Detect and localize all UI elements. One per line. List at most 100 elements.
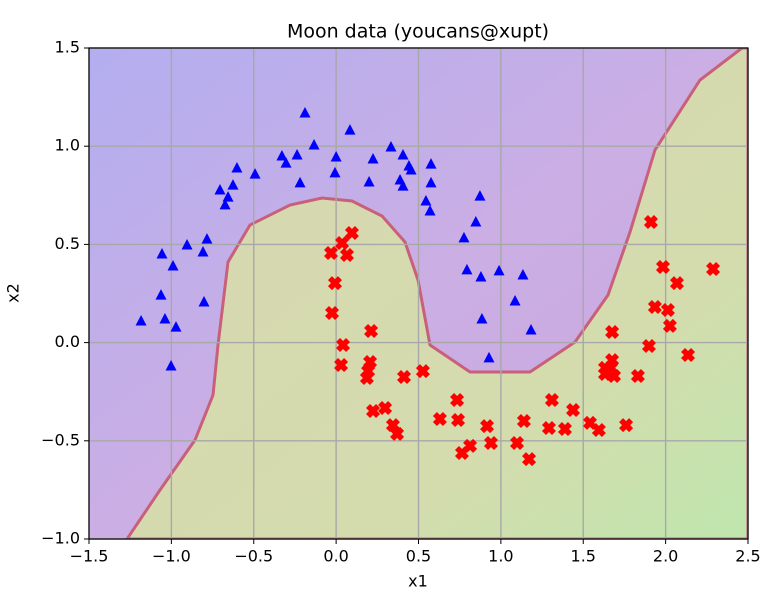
y-tick-label: 0.5 <box>55 234 80 253</box>
point <box>198 295 210 307</box>
point <box>405 163 417 175</box>
point <box>219 198 231 210</box>
point <box>330 151 342 162</box>
point <box>324 246 339 261</box>
point <box>335 236 350 251</box>
point <box>214 183 226 195</box>
point <box>516 413 531 428</box>
point <box>156 248 168 259</box>
point <box>155 289 167 300</box>
point <box>359 370 374 385</box>
point <box>231 162 243 173</box>
point <box>364 324 379 339</box>
point <box>458 231 470 243</box>
point <box>605 324 620 339</box>
y-tick-label: −0.5 <box>41 430 80 449</box>
point <box>344 124 356 135</box>
point <box>557 422 572 437</box>
point <box>363 175 375 187</box>
point <box>660 302 675 317</box>
point <box>522 452 537 467</box>
x-tick-label: 1.5 <box>571 547 596 566</box>
x-tick-label: 2.0 <box>653 547 678 566</box>
point <box>706 261 721 276</box>
point <box>197 246 209 257</box>
point <box>170 321 182 332</box>
point <box>461 263 473 275</box>
point <box>397 149 409 160</box>
point <box>424 205 436 216</box>
x-tick-label: −1.0 <box>152 547 191 566</box>
point <box>483 351 495 363</box>
point <box>299 107 311 118</box>
point <box>366 403 381 418</box>
x-tick-label: 1.0 <box>488 547 513 566</box>
point <box>476 313 488 324</box>
point <box>415 364 430 379</box>
point <box>454 445 469 460</box>
point <box>517 269 529 280</box>
point <box>249 168 261 179</box>
point <box>630 368 645 383</box>
point <box>135 314 147 326</box>
point <box>308 139 320 150</box>
point <box>378 401 393 416</box>
point <box>336 337 351 352</box>
point <box>390 426 405 441</box>
y-tick-label: 1.0 <box>55 136 80 155</box>
point <box>294 176 306 188</box>
point <box>159 313 171 324</box>
x-tick-label: −0.5 <box>234 547 273 566</box>
point <box>607 368 622 383</box>
x-tick-label: −1.5 <box>70 547 109 566</box>
point <box>510 435 525 450</box>
point <box>397 180 409 191</box>
y-tick-label: −1.0 <box>41 529 80 548</box>
point <box>181 238 193 250</box>
point <box>525 324 537 335</box>
point <box>420 194 432 206</box>
point <box>509 294 521 306</box>
point <box>591 422 606 437</box>
point <box>327 276 342 291</box>
point <box>397 369 412 384</box>
x-axis-label: x1 <box>408 572 428 589</box>
point <box>619 418 634 433</box>
point <box>425 158 437 169</box>
point <box>165 359 177 371</box>
x-tick-label: 0.5 <box>406 547 431 566</box>
point <box>643 215 658 230</box>
point <box>475 271 487 282</box>
points <box>135 107 721 467</box>
point <box>451 412 466 427</box>
point <box>334 357 349 372</box>
point <box>339 248 354 263</box>
point <box>280 157 292 168</box>
point <box>367 152 379 164</box>
point <box>385 418 400 433</box>
point <box>227 179 239 190</box>
chart-title: Moon data (youcans@xupt) <box>287 21 549 43</box>
point <box>325 305 340 320</box>
y-axis-label: x2 <box>4 283 23 303</box>
point <box>470 216 482 227</box>
point <box>544 392 559 407</box>
point <box>276 150 288 161</box>
point <box>641 338 656 353</box>
point <box>541 421 556 436</box>
point <box>480 419 495 434</box>
point <box>647 300 662 315</box>
point <box>201 233 213 244</box>
y-tick-label: 1.5 <box>55 38 80 57</box>
point <box>450 392 465 407</box>
point <box>597 367 612 382</box>
point <box>483 435 498 450</box>
point <box>344 226 359 241</box>
y-tick-label: 0.0 <box>55 332 80 351</box>
point <box>385 140 397 152</box>
point <box>363 355 378 370</box>
point <box>425 176 437 188</box>
point <box>662 318 677 333</box>
point <box>655 259 670 274</box>
